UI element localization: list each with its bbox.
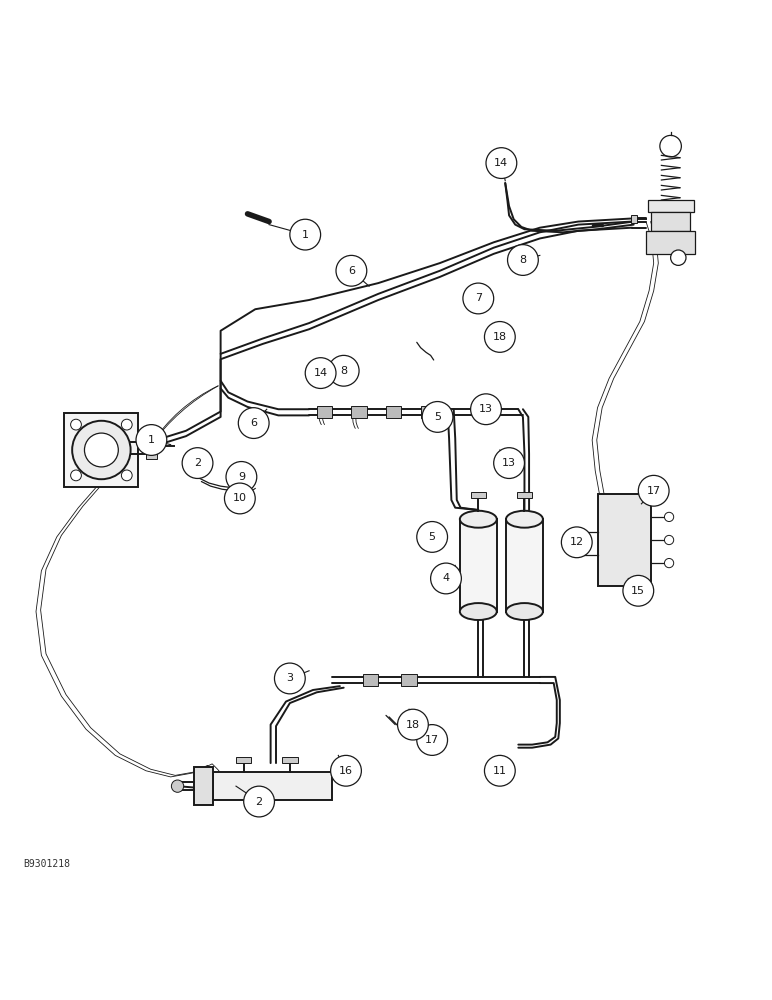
Bar xyxy=(506,519,543,612)
Circle shape xyxy=(121,419,132,430)
Circle shape xyxy=(471,394,501,425)
Bar xyxy=(317,406,332,418)
Text: 15: 15 xyxy=(631,586,645,596)
Ellipse shape xyxy=(460,511,496,528)
Circle shape xyxy=(84,433,118,467)
Ellipse shape xyxy=(460,603,496,620)
Bar xyxy=(516,492,532,498)
Bar xyxy=(471,492,486,498)
Circle shape xyxy=(72,421,130,479)
Circle shape xyxy=(486,148,516,178)
Text: 1: 1 xyxy=(302,230,309,240)
Text: 14: 14 xyxy=(313,368,327,378)
Text: 1: 1 xyxy=(148,435,155,445)
Text: 2: 2 xyxy=(194,458,201,468)
Circle shape xyxy=(623,575,654,606)
Circle shape xyxy=(507,245,538,275)
Circle shape xyxy=(244,786,275,817)
Text: 16: 16 xyxy=(339,766,353,776)
Bar xyxy=(351,406,367,418)
Text: 8: 8 xyxy=(520,255,527,265)
Ellipse shape xyxy=(506,511,543,528)
Circle shape xyxy=(638,475,669,506)
Bar xyxy=(65,413,138,487)
Text: 18: 18 xyxy=(406,720,420,730)
Circle shape xyxy=(182,448,213,478)
Bar xyxy=(421,406,436,418)
Text: 13: 13 xyxy=(502,458,516,468)
Bar xyxy=(386,406,401,418)
Bar xyxy=(363,674,378,686)
Circle shape xyxy=(417,522,448,552)
Circle shape xyxy=(422,402,453,432)
Circle shape xyxy=(328,355,359,386)
Circle shape xyxy=(226,462,257,492)
Circle shape xyxy=(275,663,305,694)
Circle shape xyxy=(671,250,686,265)
Circle shape xyxy=(665,512,674,522)
Circle shape xyxy=(305,358,336,388)
Bar xyxy=(598,494,652,586)
Circle shape xyxy=(121,470,132,481)
Circle shape xyxy=(417,725,448,755)
Text: 13: 13 xyxy=(479,404,493,414)
Circle shape xyxy=(336,255,367,286)
Circle shape xyxy=(290,219,320,250)
Text: 18: 18 xyxy=(493,332,507,342)
Text: 6: 6 xyxy=(348,266,355,276)
Circle shape xyxy=(493,448,524,478)
Bar xyxy=(460,519,496,612)
Text: 8: 8 xyxy=(340,366,347,376)
Circle shape xyxy=(665,535,674,545)
Text: 11: 11 xyxy=(493,766,507,776)
Text: 12: 12 xyxy=(570,537,584,547)
Circle shape xyxy=(70,419,81,430)
Bar xyxy=(213,772,332,800)
Circle shape xyxy=(665,558,674,568)
Text: 3: 3 xyxy=(286,673,293,683)
Bar xyxy=(194,767,213,805)
Bar xyxy=(652,212,690,231)
Text: 17: 17 xyxy=(647,486,661,496)
Circle shape xyxy=(239,408,269,438)
Circle shape xyxy=(485,755,515,786)
Circle shape xyxy=(485,322,515,352)
Circle shape xyxy=(330,755,361,786)
Text: 5: 5 xyxy=(428,532,435,542)
Circle shape xyxy=(171,780,184,792)
Text: B9301218: B9301218 xyxy=(23,859,70,869)
Bar xyxy=(282,757,297,763)
Circle shape xyxy=(561,527,592,558)
Text: 14: 14 xyxy=(494,158,509,168)
Bar xyxy=(631,215,637,223)
Circle shape xyxy=(225,483,256,514)
Circle shape xyxy=(398,709,428,740)
Text: 6: 6 xyxy=(250,418,257,428)
Text: 10: 10 xyxy=(233,493,247,503)
Bar xyxy=(648,200,694,212)
Bar xyxy=(146,439,157,459)
Text: 5: 5 xyxy=(434,412,441,422)
Circle shape xyxy=(70,470,81,481)
Text: 7: 7 xyxy=(475,293,482,303)
Text: 17: 17 xyxy=(425,735,439,745)
Bar xyxy=(236,757,252,763)
Circle shape xyxy=(431,563,462,594)
Circle shape xyxy=(136,425,167,455)
Ellipse shape xyxy=(506,603,543,620)
Bar xyxy=(401,674,417,686)
Text: 9: 9 xyxy=(238,472,245,482)
Text: 2: 2 xyxy=(256,797,262,807)
Bar xyxy=(646,231,696,254)
Text: 4: 4 xyxy=(442,573,449,583)
Circle shape xyxy=(463,283,493,314)
